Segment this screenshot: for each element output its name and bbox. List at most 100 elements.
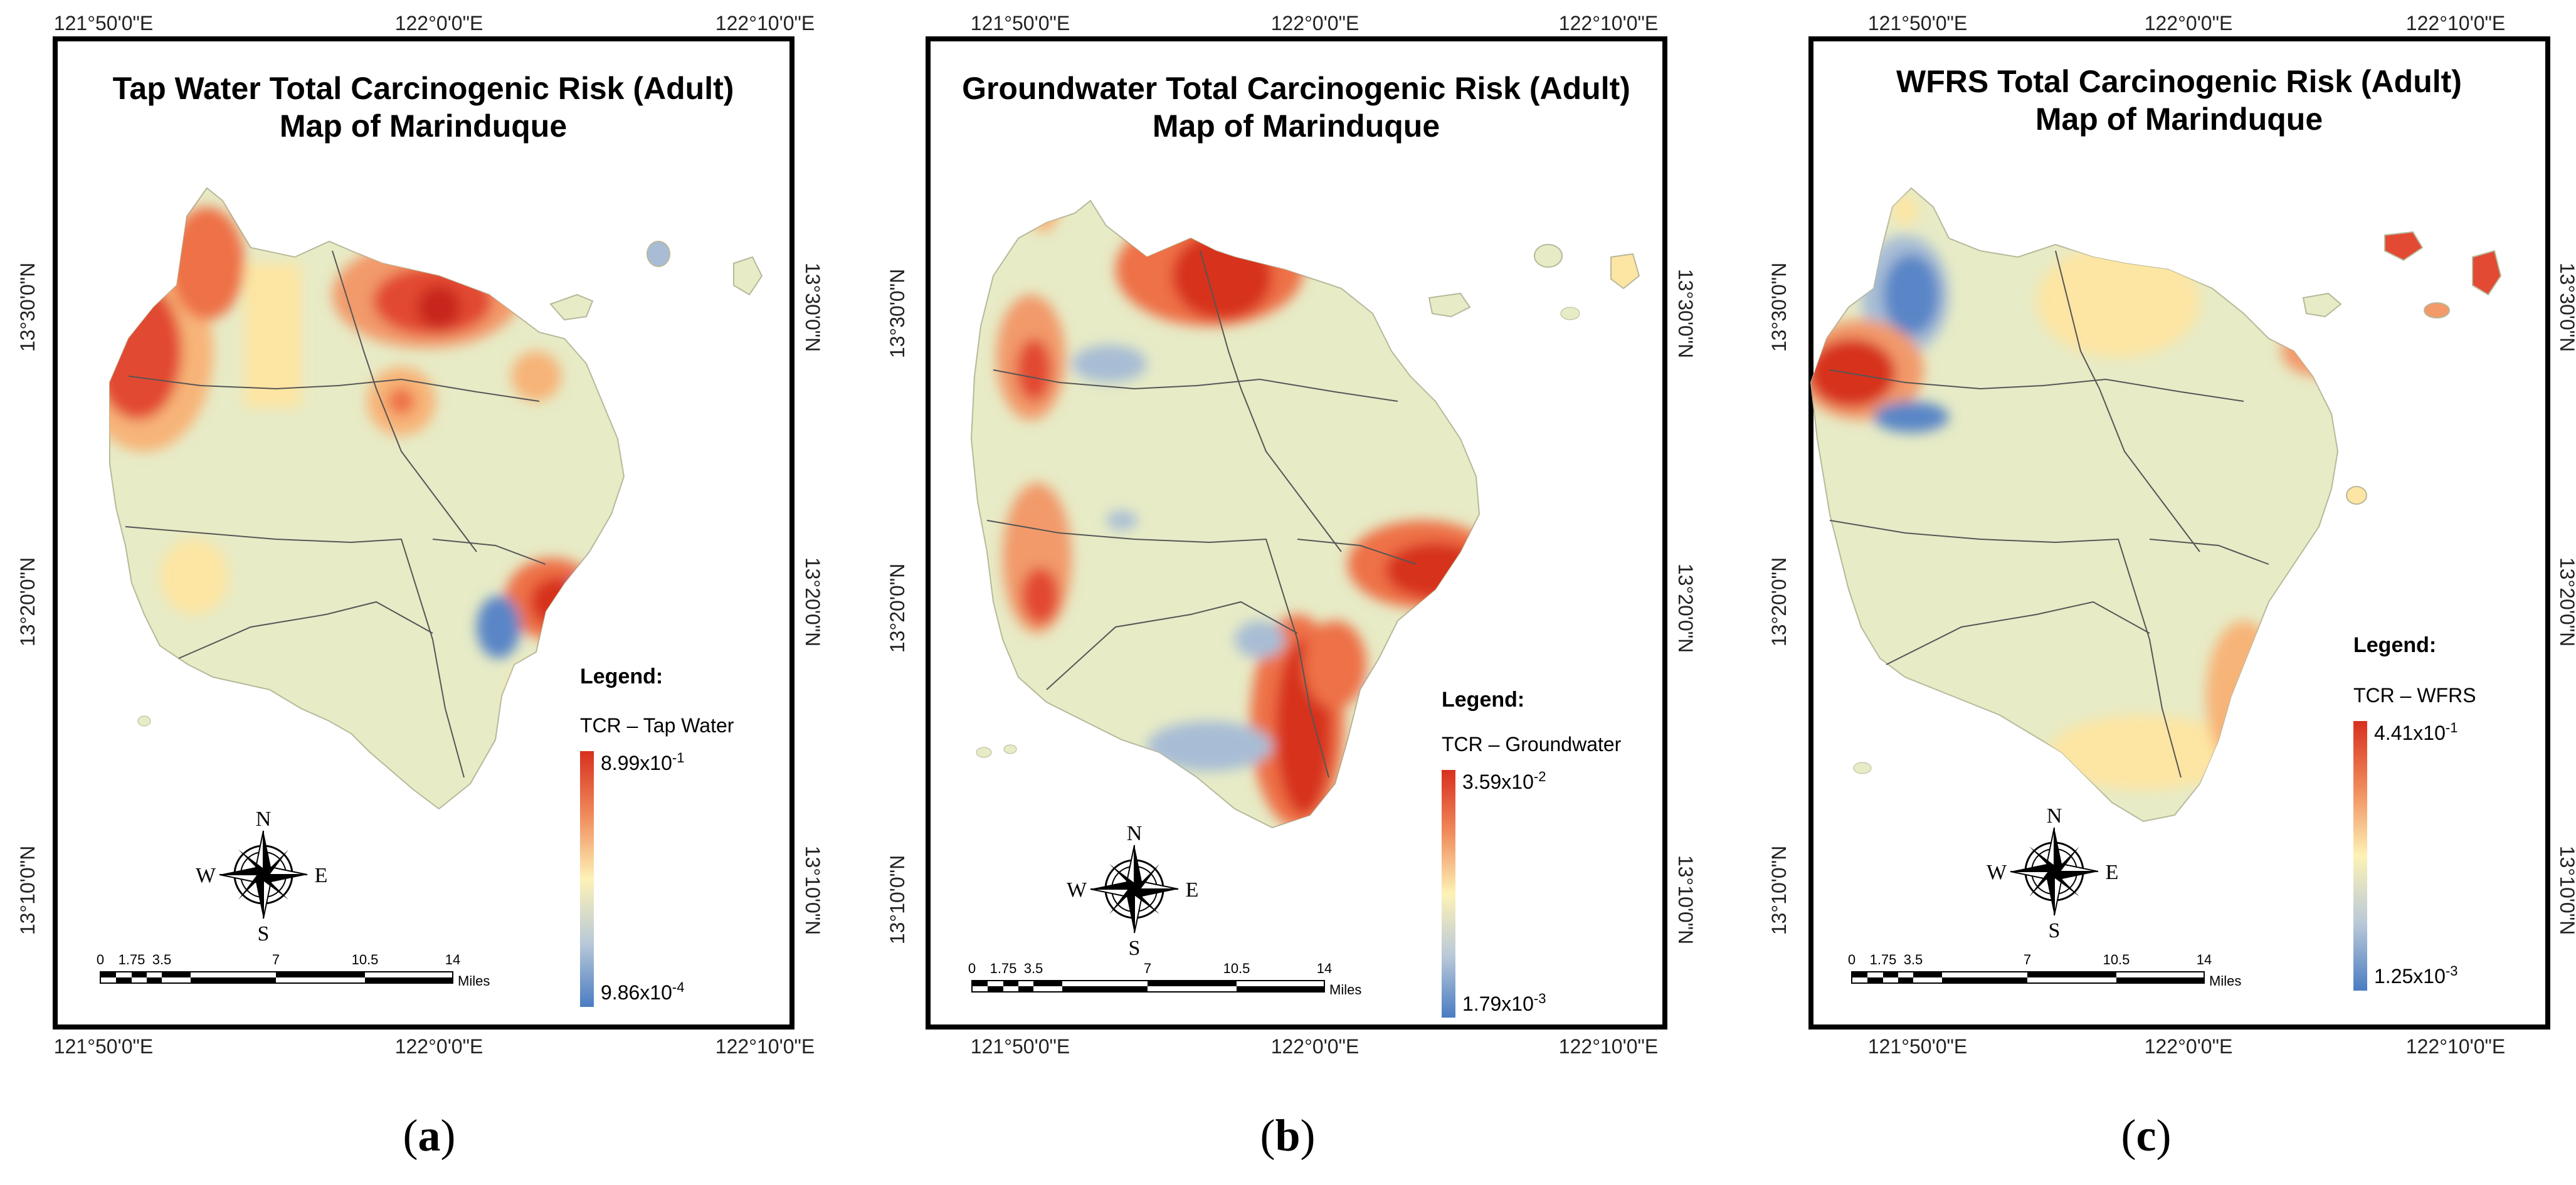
lon-tick: 122°10'0"E	[715, 12, 815, 34]
lon-tick: 122°0'0"E	[1271, 1035, 1359, 1058]
lon-tick: 121°50'0"E	[54, 12, 153, 34]
north-arrow-icon: N S E W	[1987, 804, 2118, 942]
lon-tick: 122°10'0"E	[1559, 12, 1658, 34]
legend-min: 1.25x10-3	[2374, 963, 2457, 988]
map-title-line2: Map of Marinduque	[1153, 108, 1440, 144]
compass-e: E	[1186, 878, 1199, 902]
legend-label: TCR – Tap Water	[580, 714, 734, 737]
lat-tick: 13°20'0"N	[886, 564, 909, 653]
scale-tick: 1.75	[990, 961, 1017, 976]
compass-s: S	[2049, 919, 2061, 942]
lon-tick: 121°50'0"E	[54, 1035, 153, 1058]
lat-axis-right: 13°30'0"N 13°20'0"N 13°10'0"N	[2556, 263, 2575, 935]
legend: Legend: TCR – Groundwater 3.59x10-2 1.79…	[1442, 688, 1622, 1018]
compass-e: E	[315, 864, 328, 887]
map-title-line1: WFRS Total Carcinogenic Risk (Adult)	[1896, 64, 2462, 99]
scale-tick: 3.5	[1904, 952, 1923, 967]
caption-b: (b)	[1260, 1110, 1316, 1161]
lat-tick: 13°10'0"N	[801, 846, 824, 935]
scale-tick: 14	[2197, 952, 2212, 967]
compass-n: N	[2047, 804, 2062, 828]
marinduque-island	[109, 187, 763, 810]
panel-c: WFRS Total Carcinogenic Risk (Adult) Map…	[1717, 0, 2575, 1185]
scale-tick: 0	[1848, 952, 1855, 967]
scale-unit: Miles	[458, 973, 490, 989]
legend-color-ramp	[2353, 721, 2367, 991]
scale-tick: 10.5	[352, 952, 379, 967]
map-figure-c: WFRS Total Carcinogenic Risk (Adult) Map…	[1768, 12, 2575, 1058]
scale-tick: 7	[272, 952, 280, 967]
legend-min: 1.79x10-3	[1462, 991, 1546, 1015]
legend-color-ramp	[1442, 770, 1455, 1018]
lat-axis-left: 13°30'0"N 13°20'0"N 13°10'0"N	[886, 269, 909, 944]
scale-bar: 0 1.75 3.5 7 10.5 14 Miles	[968, 961, 1361, 998]
lat-tick: 13°30'0"N	[801, 263, 824, 352]
compass-w: W	[1987, 861, 2007, 884]
lat-tick: 13°20'0"N	[16, 557, 39, 646]
scale-tick: 0	[968, 961, 976, 976]
lon-tick: 122°10'0"E	[1559, 1035, 1658, 1058]
map-title-line1: Groundwater Total Carcinogenic Risk (Adu…	[962, 71, 1630, 106]
lon-tick: 122°10'0"E	[2406, 12, 2505, 34]
scale-tick: 0	[97, 952, 104, 967]
caption-c: (c)	[2121, 1110, 2172, 1161]
lon-tick: 122°0'0"E	[1271, 12, 1359, 34]
caption-a: (a)	[403, 1110, 456, 1161]
lat-tick: 13°30'0"N	[2556, 263, 2575, 352]
lon-axis-top: 121°50'0"E 122°0'0"E 122°10'0"E	[971, 12, 1658, 34]
scale-tick: 14	[445, 952, 460, 967]
lat-tick: 13°20'0"N	[801, 557, 824, 646]
scale-bar: 0 1.75 3.5 7 10.5 14 Miles	[97, 952, 490, 989]
scale-tick: 7	[2024, 952, 2031, 967]
lat-axis-left: 13°30'0"N 13°20'0"N 13°10'0"N	[16, 263, 39, 935]
scale-tick: 14	[1317, 961, 1332, 976]
scale-tick: 1.75	[119, 952, 145, 967]
legend-label: TCR – WFRS	[2353, 684, 2476, 707]
legend-min: 9.86x10-4	[601, 979, 684, 1004]
lat-tick: 13°30'0"N	[1674, 269, 1697, 358]
lat-tick: 13°10'0"N	[16, 846, 39, 935]
lat-tick: 13°30'0"N	[886, 269, 909, 358]
scale-tick: 3.5	[152, 952, 172, 967]
lat-tick: 13°30'0"N	[1768, 263, 1790, 352]
lon-tick: 121°50'0"E	[1868, 12, 1967, 34]
lat-tick: 13°20'0"N	[1674, 564, 1697, 653]
map-figure-b: Groundwater Total Carcinogenic Risk (Adu…	[886, 12, 1697, 1058]
legend-heading: Legend:	[580, 665, 663, 688]
lat-axis-left: 13°30'0"N 13°20'0"N 13°10'0"N	[1768, 263, 1790, 935]
lat-axis-right: 13°30'0"N 13°20'0"N 13°10'0"N	[1674, 269, 1697, 944]
legend: Legend: TCR – Tap Water 8.99x10-1 9.86x1…	[580, 665, 734, 1007]
legend-heading: Legend:	[2353, 633, 2436, 657]
north-arrow-icon: N S E W	[196, 808, 327, 945]
lat-tick: 13°30'0"N	[16, 263, 39, 352]
compass-s: S	[258, 922, 270, 945]
scale-unit: Miles	[2209, 973, 2241, 989]
north-arrow-icon: N S E W	[1067, 822, 1198, 960]
scale-tick: 10.5	[2103, 952, 2130, 967]
lon-tick: 122°10'0"E	[2406, 1035, 2505, 1058]
map-figure-a: Tap Water Total Carcinogenic Risk (Adult…	[16, 12, 824, 1058]
lon-axis-bottom: 121°50'0"E 122°0'0"E 122°10'0"E	[54, 1035, 815, 1058]
lon-tick: 122°0'0"E	[395, 1035, 483, 1058]
compass-w: W	[1067, 878, 1087, 902]
legend-color-ramp	[580, 751, 594, 1007]
map-title-line1: Tap Water Total Carcinogenic Risk (Adult…	[113, 71, 734, 106]
compass-e: E	[2106, 861, 2119, 884]
lon-tick: 122°0'0"E	[2145, 12, 2233, 34]
scale-tick: 3.5	[1024, 961, 1043, 976]
lon-tick: 122°0'0"E	[395, 12, 483, 34]
compass-n: N	[256, 808, 272, 831]
scale-unit: Miles	[1329, 982, 1361, 998]
lon-axis-top: 121°50'0"E 122°0'0"E 122°10'0"E	[1868, 12, 2505, 34]
lon-tick: 122°10'0"E	[715, 1035, 815, 1058]
legend-max: 8.99x10-1	[601, 750, 684, 774]
lat-tick: 13°10'0"N	[2556, 846, 2575, 935]
panel-b: Groundwater Total Carcinogenic Risk (Adu…	[858, 0, 1717, 1185]
lat-tick: 13°20'0"N	[1768, 557, 1790, 646]
compass-w: W	[196, 864, 216, 887]
legend: Legend: TCR – WFRS 4.41x10-1 1.25x10-3	[2353, 633, 2476, 991]
scale-tick: 7	[1144, 961, 1151, 976]
legend-heading: Legend:	[1442, 688, 1524, 712]
map-title-line2: Map of Marinduque	[2035, 102, 2323, 137]
lon-axis-bottom: 121°50'0"E 122°0'0"E 122°10'0"E	[1868, 1035, 2505, 1058]
